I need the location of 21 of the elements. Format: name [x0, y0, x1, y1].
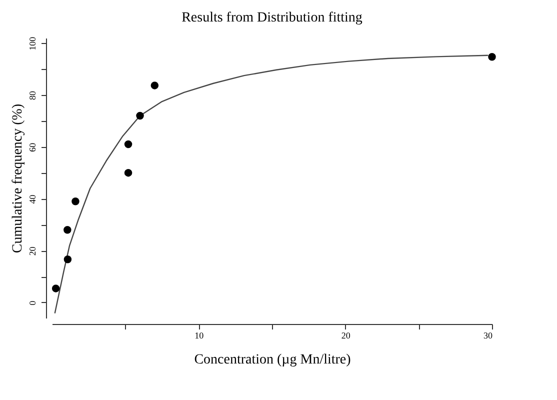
x-axis-title: Concentration (µg Mn/litre) — [194, 352, 352, 368]
y-tick-label: 0 — [28, 300, 38, 306]
x-tick-label: 30 — [484, 330, 493, 340]
point — [136, 112, 144, 120]
y-tick-label: 80 — [28, 90, 38, 100]
point — [64, 226, 72, 234]
y-tick-label: 100 — [28, 36, 38, 50]
y-axis-title: Cumulative frequency (%) — [10, 104, 26, 254]
y-tick-label: 60 — [28, 142, 38, 152]
x-tick-label: 10 — [194, 330, 204, 340]
point — [124, 140, 132, 148]
point — [72, 197, 80, 206]
point — [52, 284, 60, 292]
x-tick-label: 20 — [341, 330, 351, 340]
point — [124, 168, 132, 177]
y-tick-label: 40 — [28, 194, 38, 204]
chart-title: Results from Distribution fitting — [182, 10, 362, 26]
point — [488, 53, 496, 61]
point — [64, 256, 72, 264]
point — [150, 82, 159, 90]
y-tick-label: 20 — [28, 246, 38, 256]
